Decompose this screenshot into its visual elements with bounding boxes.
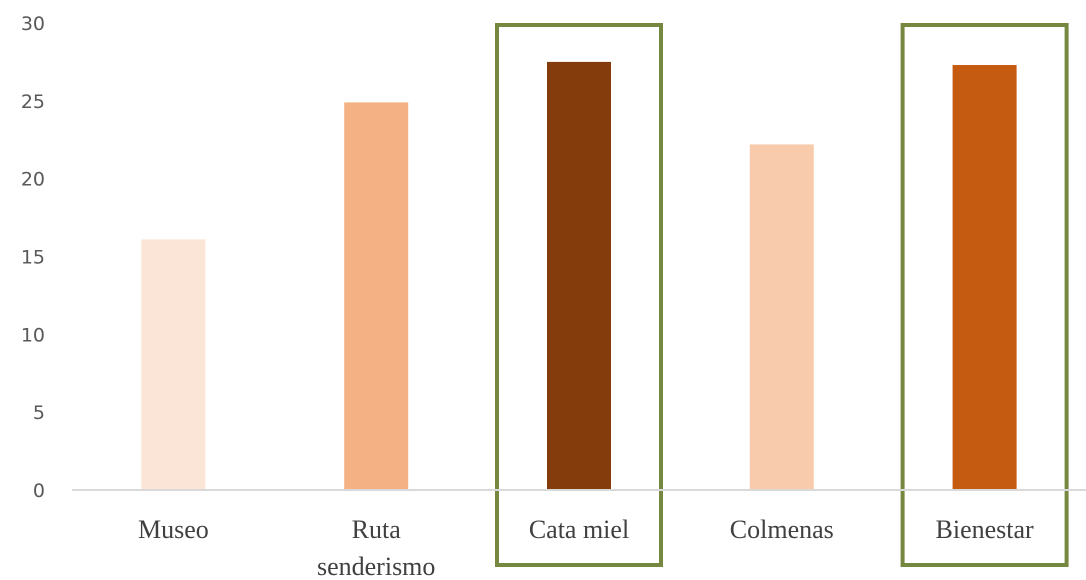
x-tick-label-ruta-senderismo: Ruta senderismo (317, 515, 435, 580)
highlight-box-cata-miel (495, 23, 663, 567)
y-tick-label-5: 5 (33, 402, 45, 424)
x-tick-label-colmenas: Colmenas (730, 515, 834, 544)
bar-colmenas (749, 144, 814, 491)
bars (141, 61, 1017, 491)
highlight-box-bienestar (900, 23, 1069, 567)
bar-cata-miel (547, 61, 611, 491)
y-tick-label-30: 30 (21, 13, 45, 35)
y-tick-label-25: 25 (21, 91, 45, 113)
x-tick-label-museo: Museo (138, 515, 209, 544)
x-tick-label-cata-miel: Cata miel (529, 515, 629, 544)
y-tick-label-15: 15 (21, 247, 45, 269)
y-tick-label-10: 10 (21, 324, 45, 346)
highlight-boxes (495, 23, 1069, 567)
y-tick-label-20: 20 (21, 169, 45, 191)
x-tick-label-bienestar: Bienestar (936, 515, 1035, 544)
bar-museo (141, 239, 206, 490)
y-tick-label-0: 0 (33, 480, 45, 502)
y-axis: 0 5 10 15 20 25 30 (21, 13, 45, 502)
bar-ruta-senderismo (344, 102, 409, 490)
bar-bienestar (952, 65, 1017, 490)
x-axis: Museo Ruta senderismo Cata miel Colmenas Bien… (138, 515, 1034, 580)
